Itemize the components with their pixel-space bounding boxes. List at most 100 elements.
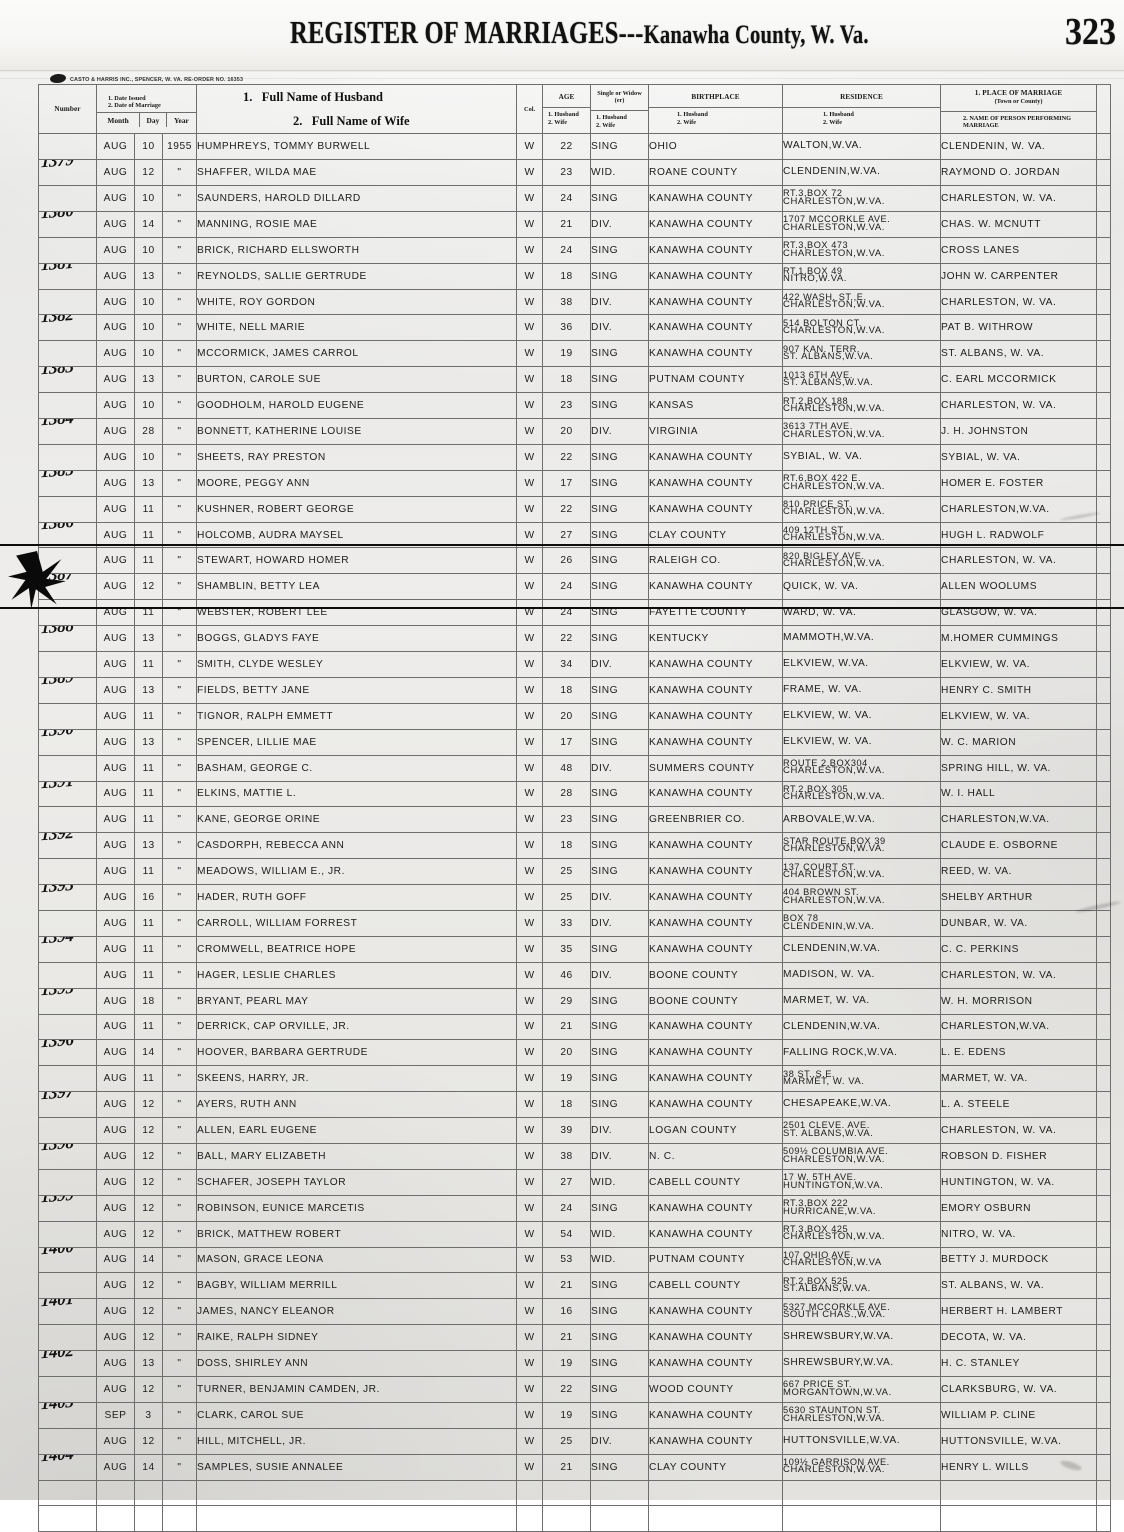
marital-status: SING: [590, 832, 650, 860]
table-row: AUG 11 " KUSHNER, ROBERT GEORGE W 22 SING KANAW…: [38, 495, 1112, 523]
residence-value: 109½ GARRISON AVE. CHARLESTON,W.VA.: [782, 1453, 942, 1481]
table-row: AUG 12 " SCHAFER, JOSEPH TAYLOR W 27 WID. CABEL…: [38, 1168, 1112, 1196]
officiant-name: L. E. EDENS: [940, 1039, 1098, 1067]
date-year: ": [161, 728, 198, 756]
entry-number: [38, 236, 97, 264]
husband-name: KANE, GEORGE ORINE: [196, 806, 518, 834]
husband-name: HAGER, LESLIE CHARLES: [196, 961, 518, 989]
date-year: ": [161, 780, 198, 808]
place-of-marriage: SPRING HILL, W. VA.: [940, 754, 1098, 782]
residence-value: 3613 7TH AVE. CHARLESTON,W.VA.: [782, 418, 942, 445]
row-margin: [1096, 366, 1112, 394]
entry-number: 1385: [38, 469, 97, 497]
entry-number: 1393: [38, 884, 97, 911]
date-month: AUG: [96, 1194, 135, 1222]
table-row: 1394 AUG 11 " CROMWELL, BEATRICE HOPE W 35 SING…: [38, 935, 1112, 963]
residence-lines: 109½ GARRISON AVE. CHARLESTON,W.VA.: [784, 1457, 940, 1475]
date-year: ": [161, 340, 198, 368]
date-month: AUG: [96, 1039, 135, 1067]
entry-number: [38, 1427, 97, 1455]
birthplace-value: CABELL COUNTY: [648, 1168, 784, 1196]
date-month: AUG: [96, 676, 135, 704]
printer-imprint: CASTO & HARRIS INC., SPENCER, W. VA. RE-…: [49, 73, 243, 84]
officiant-name: HUGH L. RADWOLF: [940, 521, 1098, 549]
age-value: 23: [542, 159, 592, 187]
residence-street: STAR ROUTE,BOX 39: [783, 835, 886, 846]
residence-value: 404 BROWN ST. CHARLESTON,W.VA.: [782, 884, 942, 911]
color-code: W: [516, 1013, 544, 1041]
table-row: AUG 11 " SKEENS, HARRY, JR. W 19 SING KANAWHA C…: [38, 1065, 1112, 1093]
date-year: ": [161, 676, 198, 704]
date-month: AUG: [96, 909, 135, 937]
blank-cell: [38, 1505, 97, 1532]
color-code: W: [516, 728, 544, 756]
place-of-marriage: CROSS LANES: [940, 236, 1098, 264]
residence-value: BOX 78 CLENDENIN,W.VA.: [782, 909, 942, 937]
wife-name: HOLCOMB, AUDRA MAYSEL: [196, 521, 518, 549]
birthplace-value: KANAWHA COUNTY: [648, 1091, 784, 1119]
age-value: 20: [542, 702, 592, 730]
entry-number-handwritten: 1387: [40, 573, 75, 586]
date-year: ": [161, 1039, 198, 1067]
date-day: 11: [134, 961, 163, 989]
entry-number: [38, 185, 97, 212]
residence-lines: 1707 MCCORKLE AVE. CHARLESTON,W.VA.: [783, 214, 940, 233]
entry-number: [38, 547, 97, 575]
date-year: 1955: [161, 133, 198, 161]
husband-name: BRICK, RICHARD ELLSWORTH: [196, 236, 518, 264]
date-month: AUG: [96, 469, 135, 497]
residence-street: 509½ COLUMBIA AVE.: [783, 1146, 889, 1157]
residence-value: 1013 6TH AVE. ST. ALBANS,W.VA.: [782, 366, 942, 394]
age-value: 54: [542, 1220, 592, 1248]
date-month: AUG: [96, 262, 135, 290]
residence-city: CHARLESTON,W.VA.: [783, 532, 885, 544]
place-of-marriage: DECOTA, W. VA.: [940, 1324, 1098, 1352]
row-margin: [1096, 340, 1112, 368]
entry-number: 1395: [38, 987, 97, 1015]
date-year: ": [161, 262, 198, 290]
table-row: AUG 10 " SHEETS, RAY PRESTON W 22 SING KANAWHA …: [38, 443, 1112, 471]
date-year: ": [161, 858, 198, 886]
col-header-place-sub: (Town or County): [994, 98, 1043, 106]
date-day: 11: [134, 935, 163, 963]
date-month: SEP: [96, 1401, 135, 1429]
marital-status: DIV.: [590, 418, 650, 445]
birthplace-value: GREENBRIER CO.: [648, 806, 784, 834]
residence-sub-wife: 2. Wife: [823, 119, 843, 127]
age-value: 24: [542, 236, 592, 264]
residence-street: ROUTE 2,BOX304: [783, 758, 868, 769]
status-sub-wife: 2. Wife: [596, 121, 616, 129]
officiant-name: W. I. HALL: [940, 780, 1098, 808]
entry-number: [38, 1065, 97, 1093]
col-header-dates: 1. Date Issued 2. Date of Marriage Month…: [95, 83, 198, 135]
date-day: 13: [134, 728, 163, 756]
row-margin: [1096, 547, 1112, 575]
blank-cell: [940, 1505, 1098, 1532]
residence-city: CHARLESTON,W.VA.: [783, 221, 885, 233]
residence-city: CHARLESTON,W.VA.: [783, 765, 885, 777]
color-code: W: [516, 935, 544, 963]
residence-lines: RT.3,BOX 425 CHARLESTON,W.VA.: [784, 1224, 940, 1242]
date-month: AUG: [96, 935, 135, 963]
entry-number: [38, 1013, 97, 1041]
row-margin: [1096, 262, 1112, 290]
officiant-name: ALLEN WOOLUMS: [940, 573, 1098, 601]
color-code: W: [516, 573, 544, 601]
marital-status: DIV.: [590, 651, 650, 678]
place-of-marriage: HUTTONSVILLE, W.VA.: [940, 1427, 1098, 1455]
date-day: 14: [134, 1453, 163, 1481]
birthplace-value: KANAWHA COUNTY: [648, 909, 784, 937]
col-header-birthplace: BIRTHPLACE 1. Husband 2. Wife: [648, 83, 784, 135]
residence-value: SYBIAL, W. VA.: [782, 443, 942, 471]
residence-street: 1707 MCCORKLE AVE.: [783, 214, 891, 225]
wife-name: SPENCER, LILLIE MAE: [196, 728, 518, 756]
color-code: W: [516, 1039, 544, 1067]
residence-city: ST.ALBANS,W.VA.: [783, 1283, 871, 1295]
place-of-marriage: DUNBAR, W. VA.: [940, 909, 1098, 937]
residence-street: 422 WASH. ST.,E.: [783, 291, 867, 302]
entry-number-handwritten: 1379: [40, 159, 75, 172]
residence-value: MARMET, W. VA.: [782, 987, 942, 1015]
entry-number: [38, 340, 97, 368]
color-code: W: [516, 1220, 544, 1248]
color-code: W: [516, 754, 544, 782]
